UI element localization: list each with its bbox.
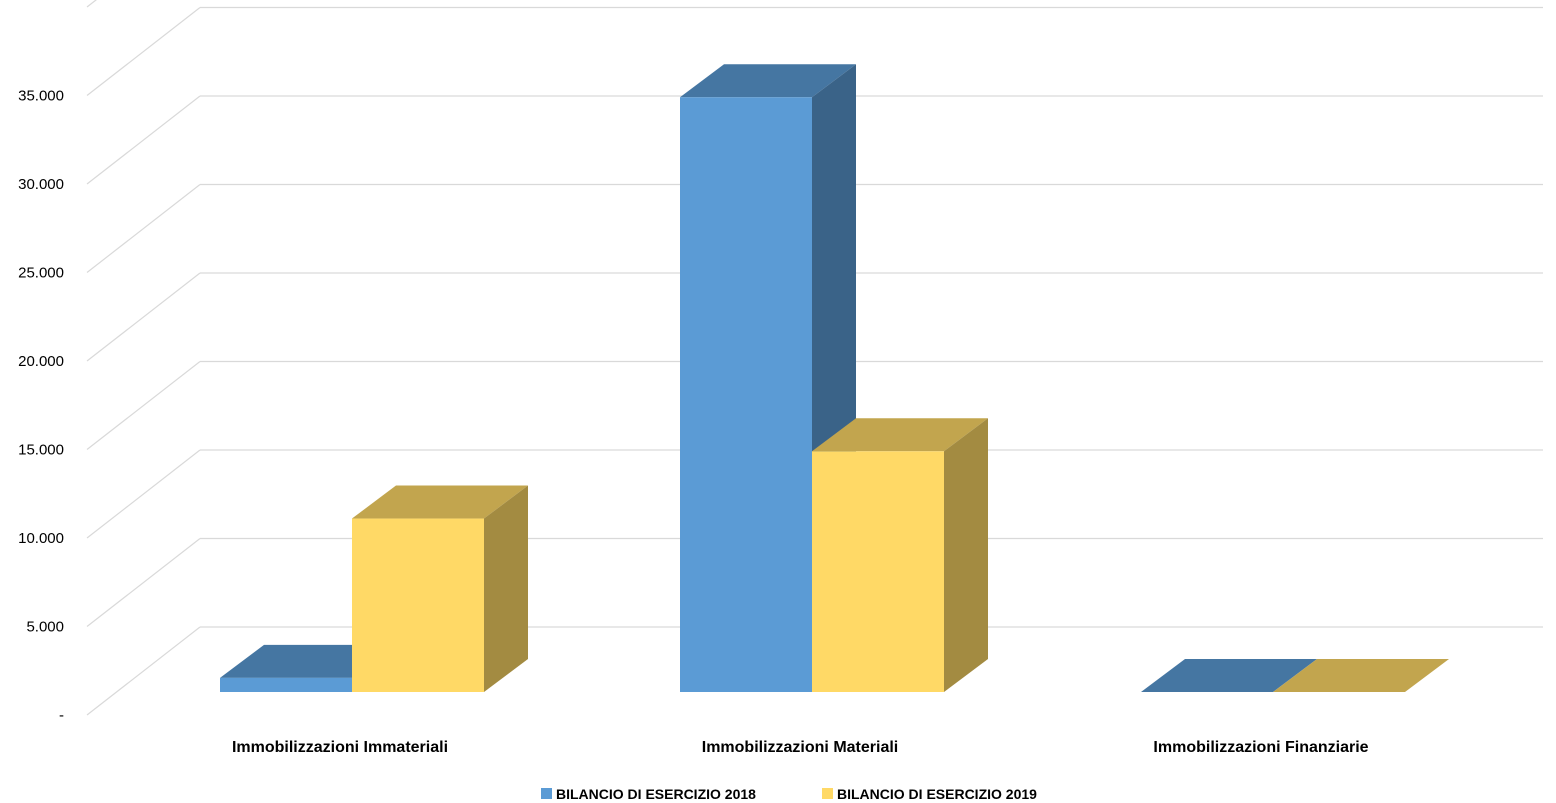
legend: BILANCIO DI ESERCIZIO 2018 BILANCIO DI ES… xyxy=(541,786,1037,802)
bar-front-face xyxy=(352,518,484,692)
gridline-side xyxy=(86,184,201,273)
legend-item: BILANCIO DI ESERCIZIO 2018 xyxy=(541,786,756,802)
x-category-label: Immobilizzazioni Finanziarie xyxy=(1153,739,1368,756)
gridline-side xyxy=(86,95,201,185)
y-tick-label: 5.000 xyxy=(26,619,64,636)
y-tick-label: 25.000 xyxy=(18,265,64,282)
bar-front-face xyxy=(812,451,944,692)
y-tick-label: 30.000 xyxy=(18,176,64,193)
gridline-side xyxy=(86,538,201,627)
legend-swatch xyxy=(541,788,552,799)
bar-top-face xyxy=(812,418,988,452)
x-category-label: Immobilizzazioni Materiali xyxy=(702,739,898,756)
bars xyxy=(220,64,1449,692)
gridline-side xyxy=(86,7,201,96)
bar-side-face xyxy=(484,485,528,692)
bar xyxy=(1273,659,1449,692)
bar-front-face xyxy=(680,97,812,692)
gridline-side xyxy=(86,449,201,539)
y-tick-label: 35.000 xyxy=(18,88,64,105)
bar xyxy=(352,485,528,692)
gridline-side xyxy=(86,0,97,8)
legend-label: BILANCIO DI ESERCIZIO 2018 xyxy=(556,786,756,802)
bar-front-face xyxy=(220,677,352,692)
gridline-side xyxy=(86,272,201,362)
bar xyxy=(812,418,988,692)
y-axis-ticks: - 5.000 10.000 15.000 20.000 25.000 30.000 35.0… xyxy=(18,88,64,725)
legend-label: BILANCIO DI ESERCIZIO 2019 xyxy=(837,786,1037,802)
x-category-label: Immobilizzazioni Immateriali xyxy=(232,739,448,756)
y-tick-label: 10.000 xyxy=(18,530,64,547)
bar xyxy=(1141,659,1317,692)
y-tick-label: 15.000 xyxy=(18,442,64,459)
gridline-side xyxy=(86,361,201,450)
x-axis-categories: Immobilizzazioni Immateriali Immobilizzaz… xyxy=(232,739,1369,756)
bar-top-face xyxy=(352,485,528,519)
gridline-side xyxy=(86,626,201,716)
bar-top-face xyxy=(1141,659,1317,692)
y-tick-label: - xyxy=(59,707,64,724)
y-tick-label: 20.000 xyxy=(18,353,64,370)
bar-top-face xyxy=(680,64,856,98)
bar-side-face xyxy=(944,418,988,692)
legend-item: BILANCIO DI ESERCIZIO 2019 xyxy=(822,786,1037,802)
bar-top-face xyxy=(1273,659,1449,692)
legend-swatch xyxy=(822,788,833,799)
